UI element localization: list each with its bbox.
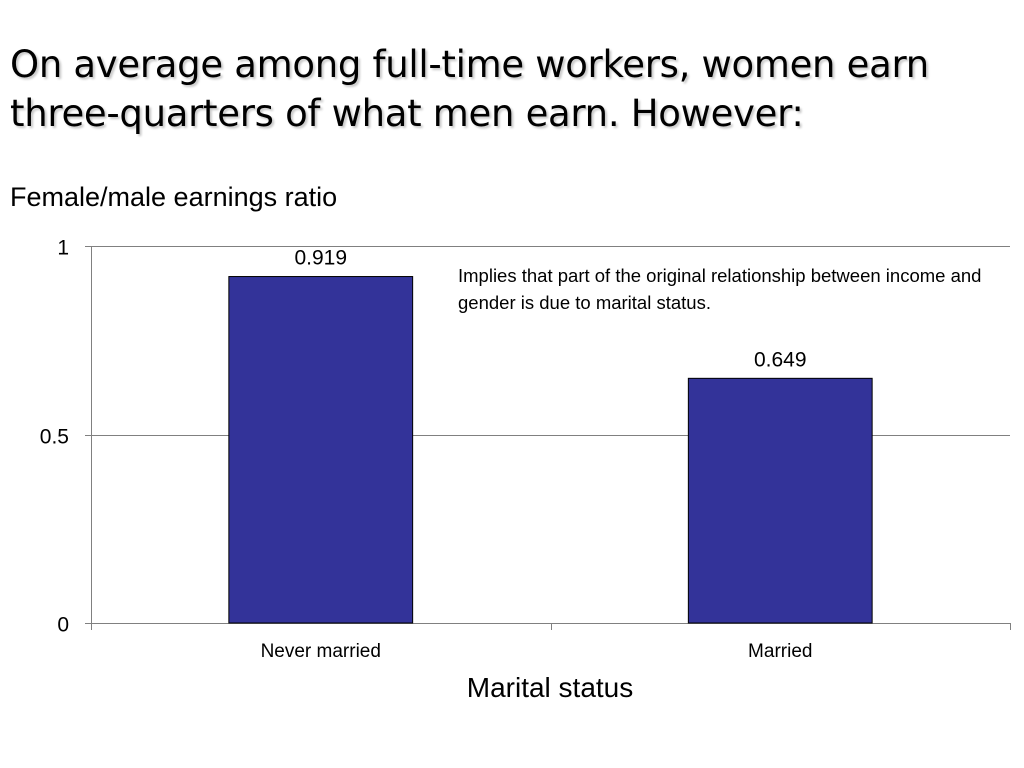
slide-title: On average among full-time workers, wome… <box>10 43 929 135</box>
labels: 0 0.5 1 0.919 Never married 0.649 Married <box>40 237 813 663</box>
bar-married <box>687 377 873 624</box>
y-tick-label: 0 <box>57 614 69 637</box>
x-axis-label: Marital status <box>466 672 634 703</box>
x-category-label: Never married <box>261 641 381 662</box>
chart-annotation: Implies that part of the original relati… <box>458 265 982 313</box>
x-category-label: Married <box>748 641 812 662</box>
axes <box>85 246 1011 630</box>
bar-value-label: 0.649 <box>754 348 807 371</box>
bars <box>228 276 873 624</box>
y-tick-label: 1 <box>57 237 69 260</box>
y-axis-label: Female/male earnings ratio <box>10 182 338 212</box>
y-tick-label: 0.5 <box>40 426 69 449</box>
bar-value-label: 0.919 <box>294 247 347 270</box>
bar-never-married <box>228 276 414 624</box>
